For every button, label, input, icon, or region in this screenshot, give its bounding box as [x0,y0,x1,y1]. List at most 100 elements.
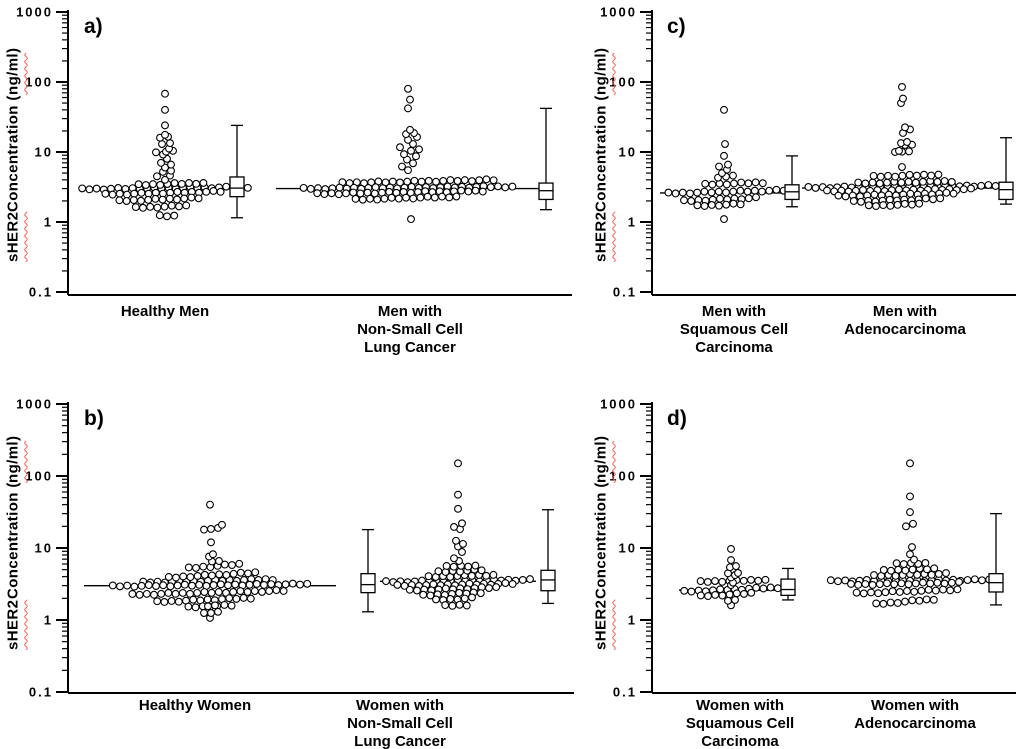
data-point [476,589,485,598]
group-label: Squamous Cell [686,715,794,732]
data-point [834,577,842,586]
data-point [434,567,443,576]
y-tick-label: 1 [44,613,53,628]
data-point [864,201,873,210]
data-point [115,189,124,198]
data-point [164,572,173,581]
data-point [773,584,782,593]
data-point [149,180,157,189]
y-tick-label: 10 [619,541,637,556]
data-point-outlier [200,525,208,534]
data-point [933,177,942,186]
data-point [881,588,890,597]
data-point [151,194,160,203]
data-point [984,181,993,189]
data-point-outlier [899,94,907,103]
data-point [178,588,187,597]
data-point [175,202,183,211]
group-label: Adenocarcinoma [844,321,966,338]
data-point [924,585,933,594]
data-point [890,580,899,589]
data-point [906,189,915,198]
y-tick-label: 100 [609,75,637,90]
data-point [893,200,902,209]
y-axis-title-part: ) [592,47,610,54]
y-tick-label: 1 [628,215,637,230]
data-point [135,590,144,599]
group-label: Men with [378,303,442,320]
data-point [933,578,942,587]
data-point [393,580,402,589]
data-point [366,194,374,203]
data-point [707,188,716,197]
data-point [920,170,928,179]
data-point [664,188,673,197]
data-point [887,566,895,575]
y-tick-label: 1000 [16,397,53,412]
panel-letter: a) [84,15,103,38]
data-point [130,582,139,591]
data-point [209,186,218,195]
data-point [299,183,308,192]
data-point [868,178,877,187]
data-point-outlier [204,602,212,611]
data-point [687,197,696,205]
y-axis-title-d: sHER2 Concentration (ng/ml) [588,415,614,670]
data-point [288,579,297,588]
data-point [78,184,87,193]
data-point-outlier [407,146,415,155]
data-point [671,189,680,198]
data-point [750,186,759,195]
data-point [464,187,473,196]
data-point [978,576,986,585]
data-point [267,580,276,589]
data-point [448,601,457,610]
data-point [758,179,767,188]
data-point [678,188,687,197]
data-point [229,569,238,578]
group-label: Women with [356,697,444,714]
data-point [761,575,770,584]
data-point-outlier [400,150,408,159]
data-point [711,590,720,599]
data-point [130,189,139,198]
data-point [442,561,451,570]
y-tick-label: 100 [25,469,53,484]
data-point [946,586,955,595]
data-point [460,176,469,185]
y-tick-label: 10 [619,145,637,160]
data-point [203,595,212,604]
data-point [225,594,234,603]
data-point [893,598,902,607]
data-point [930,564,939,573]
data-point [686,189,694,198]
data-point [144,195,153,204]
data-point [759,584,768,593]
data-point-outlier [157,158,165,167]
data-point [897,178,906,187]
data-point [432,595,440,604]
data-point [272,586,281,595]
data-point [116,582,124,591]
data-point [751,178,760,187]
group-label: Lung Cancer [354,733,446,749]
y-tick-label: 10 [35,145,53,160]
data-point [911,178,920,187]
data-point [911,579,920,588]
data-point [85,185,94,194]
data-point [164,589,173,597]
data-point-outlier [412,152,420,161]
data-point [222,571,231,579]
data-point [501,579,510,587]
data-point-outlier [720,151,728,160]
data-point [172,573,180,582]
data-point-outlier [404,166,412,175]
data-point [142,589,151,598]
data-point [445,193,454,202]
data-point [358,195,367,204]
data-point [747,588,756,597]
data-point [371,183,380,192]
data-point [740,589,748,598]
data-point [171,589,180,598]
